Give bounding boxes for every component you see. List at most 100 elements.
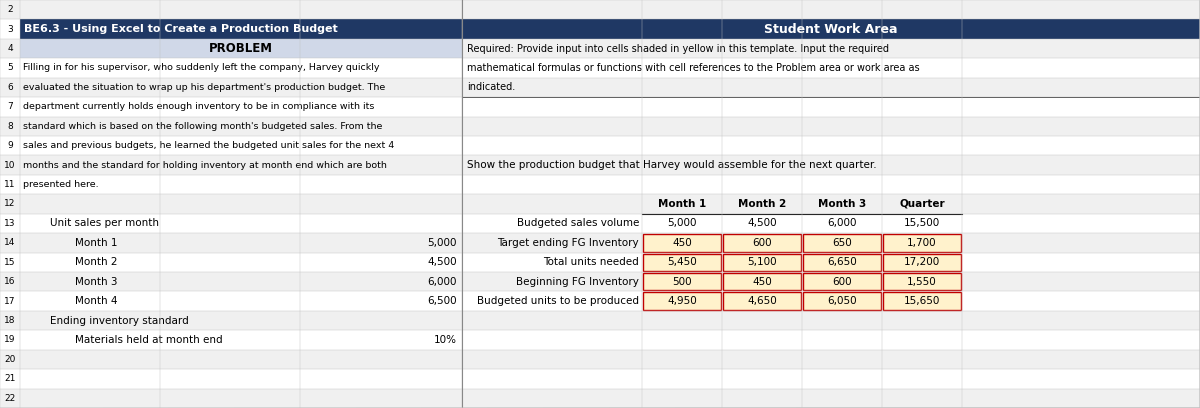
Text: 10%: 10% [434,335,457,345]
Bar [803,253,881,271]
Text: 6: 6 [7,83,13,92]
Bar [803,234,881,252]
Text: 9: 9 [7,141,13,150]
Text: Unit sales per month: Unit sales per month [50,218,158,228]
Text: Month 3: Month 3 [74,277,118,287]
Text: 4,500: 4,500 [427,257,457,267]
Bar [20,39,462,58]
Text: Required: Provide input into cells shaded in yellow in this template. Input the : Required: Provide input into cells shade… [467,44,889,53]
Text: 4,650: 4,650 [748,296,776,306]
Text: 5,000: 5,000 [427,238,457,248]
Text: 10: 10 [5,161,16,170]
Bar [0,233,1200,253]
Bar [0,39,1200,58]
Text: sales and previous budgets, he learned the budgeted unit sales for the next 4: sales and previous budgets, he learned t… [23,141,395,150]
Text: BE6.3 - Using Excel to Create a Production Budget: BE6.3 - Using Excel to Create a Producti… [24,24,337,34]
Bar [883,234,961,252]
Bar [20,20,462,39]
Text: 22: 22 [5,394,16,403]
Text: 3: 3 [7,24,13,33]
Text: 600: 600 [832,277,852,287]
Text: 6,650: 6,650 [827,257,857,267]
Bar [883,293,961,310]
Text: presented here.: presented here. [23,180,98,189]
Bar [0,388,1200,408]
Bar [722,253,802,271]
Text: Materials held at month end: Materials held at month end [74,335,223,345]
Text: 450: 450 [752,277,772,287]
Text: months and the standard for holding inventory at month end which are both: months and the standard for holding inve… [23,161,386,170]
Bar [0,350,1200,369]
Text: mathematical formulas or functions with cell references to the Problem area or w: mathematical formulas or functions with … [467,63,919,73]
Text: 21: 21 [5,375,16,384]
Text: 650: 650 [832,238,852,248]
Text: 17,200: 17,200 [904,257,940,267]
Text: 11: 11 [5,180,16,189]
Text: PROBLEM: PROBLEM [209,42,274,55]
Bar [722,273,802,290]
Bar [803,273,881,290]
Bar [803,293,881,310]
Bar [722,234,802,252]
Bar [643,253,721,271]
Bar [643,293,721,310]
Bar [883,253,961,271]
Text: Month 2: Month 2 [74,257,118,267]
Text: 17: 17 [5,297,16,306]
Bar [0,0,1200,20]
Text: 6,500: 6,500 [427,296,457,306]
Text: Beginning FG Inventory: Beginning FG Inventory [516,277,640,287]
Text: Student Work Area: Student Work Area [764,22,898,35]
Text: Quarter: Quarter [899,199,944,209]
Text: 12: 12 [5,200,16,208]
Text: 7: 7 [7,102,13,111]
Bar [462,20,1200,39]
Bar [0,155,1200,175]
Bar [0,117,1200,136]
Text: 6,050: 6,050 [827,296,857,306]
Text: 14: 14 [5,238,16,247]
Text: 20: 20 [5,355,16,364]
Text: Total units needed: Total units needed [544,257,640,267]
Text: 5,100: 5,100 [748,257,776,267]
Text: Month 2: Month 2 [738,199,786,209]
Text: standard which is based on the following month's budgeted sales. From the: standard which is based on the following… [23,122,383,131]
Text: 4: 4 [7,44,13,53]
Text: Month 1: Month 1 [658,199,706,209]
Text: 15: 15 [5,258,16,267]
Bar [722,293,802,310]
Text: 15,650: 15,650 [904,296,940,306]
Text: 5: 5 [7,64,13,73]
Text: 19: 19 [5,335,16,344]
Text: Show the production budget that Harvey would assemble for the next quarter.: Show the production budget that Harvey w… [467,160,877,170]
Text: 13: 13 [5,219,16,228]
Bar [643,234,721,252]
Text: 500: 500 [672,277,692,287]
Text: indicated.: indicated. [467,82,515,93]
Text: 2: 2 [7,5,13,14]
Text: 6,000: 6,000 [827,218,857,228]
Text: 8: 8 [7,122,13,131]
Text: Ending inventory standard: Ending inventory standard [50,315,188,326]
Text: 5,000: 5,000 [667,218,697,228]
Text: 4,500: 4,500 [748,218,776,228]
Text: 1,700: 1,700 [907,238,937,248]
Bar [0,272,1200,291]
Text: 6,000: 6,000 [427,277,457,287]
Text: 450: 450 [672,238,692,248]
Text: 4,950: 4,950 [667,296,697,306]
Text: Filling in for his supervisor, who suddenly left the company, Harvey quickly: Filling in for his supervisor, who sudde… [23,64,379,73]
Bar [0,78,1200,97]
Text: 5,450: 5,450 [667,257,697,267]
Bar [883,273,961,290]
Text: Budgeted units to be produced: Budgeted units to be produced [478,296,640,306]
Bar [0,194,1200,214]
Text: Target ending FG Inventory: Target ending FG Inventory [497,238,640,248]
Text: evaluated the situation to wrap up his department's production budget. The: evaluated the situation to wrap up his d… [23,83,385,92]
Text: 15,500: 15,500 [904,218,940,228]
Text: Month 1: Month 1 [74,238,118,248]
Text: 18: 18 [5,316,16,325]
Text: 1,550: 1,550 [907,277,937,287]
Text: Month 4: Month 4 [74,296,118,306]
Text: Month 3: Month 3 [818,199,866,209]
